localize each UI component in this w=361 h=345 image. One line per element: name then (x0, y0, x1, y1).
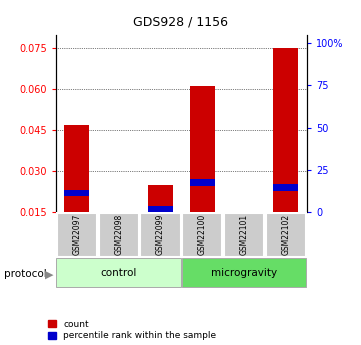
Text: GSM22099: GSM22099 (156, 214, 165, 255)
FancyBboxPatch shape (224, 213, 264, 257)
Bar (273, 184, 299, 191)
Bar (148, 185, 173, 212)
Bar (64, 125, 90, 212)
Text: GSM22102: GSM22102 (282, 214, 291, 255)
Text: GSM22097: GSM22097 (72, 214, 81, 255)
Text: GSM22101: GSM22101 (240, 214, 249, 255)
Bar (148, 206, 173, 213)
Text: GSM22100: GSM22100 (198, 214, 207, 255)
FancyBboxPatch shape (56, 258, 181, 287)
Text: GDS928 / 1156: GDS928 / 1156 (133, 16, 228, 29)
Legend: count, percentile rank within the sample: count, percentile rank within the sample (48, 320, 216, 341)
FancyBboxPatch shape (57, 213, 97, 257)
FancyBboxPatch shape (182, 213, 222, 257)
Bar (190, 179, 215, 186)
Bar (190, 87, 215, 212)
FancyBboxPatch shape (140, 213, 180, 257)
FancyBboxPatch shape (182, 258, 306, 287)
Text: microgravity: microgravity (211, 268, 277, 277)
FancyBboxPatch shape (99, 213, 139, 257)
Text: GSM22098: GSM22098 (114, 214, 123, 255)
Text: protocol: protocol (4, 269, 46, 279)
Text: control: control (100, 268, 137, 277)
Bar (273, 48, 299, 212)
Text: ▶: ▶ (44, 269, 53, 279)
FancyBboxPatch shape (266, 213, 306, 257)
Bar (64, 190, 90, 196)
